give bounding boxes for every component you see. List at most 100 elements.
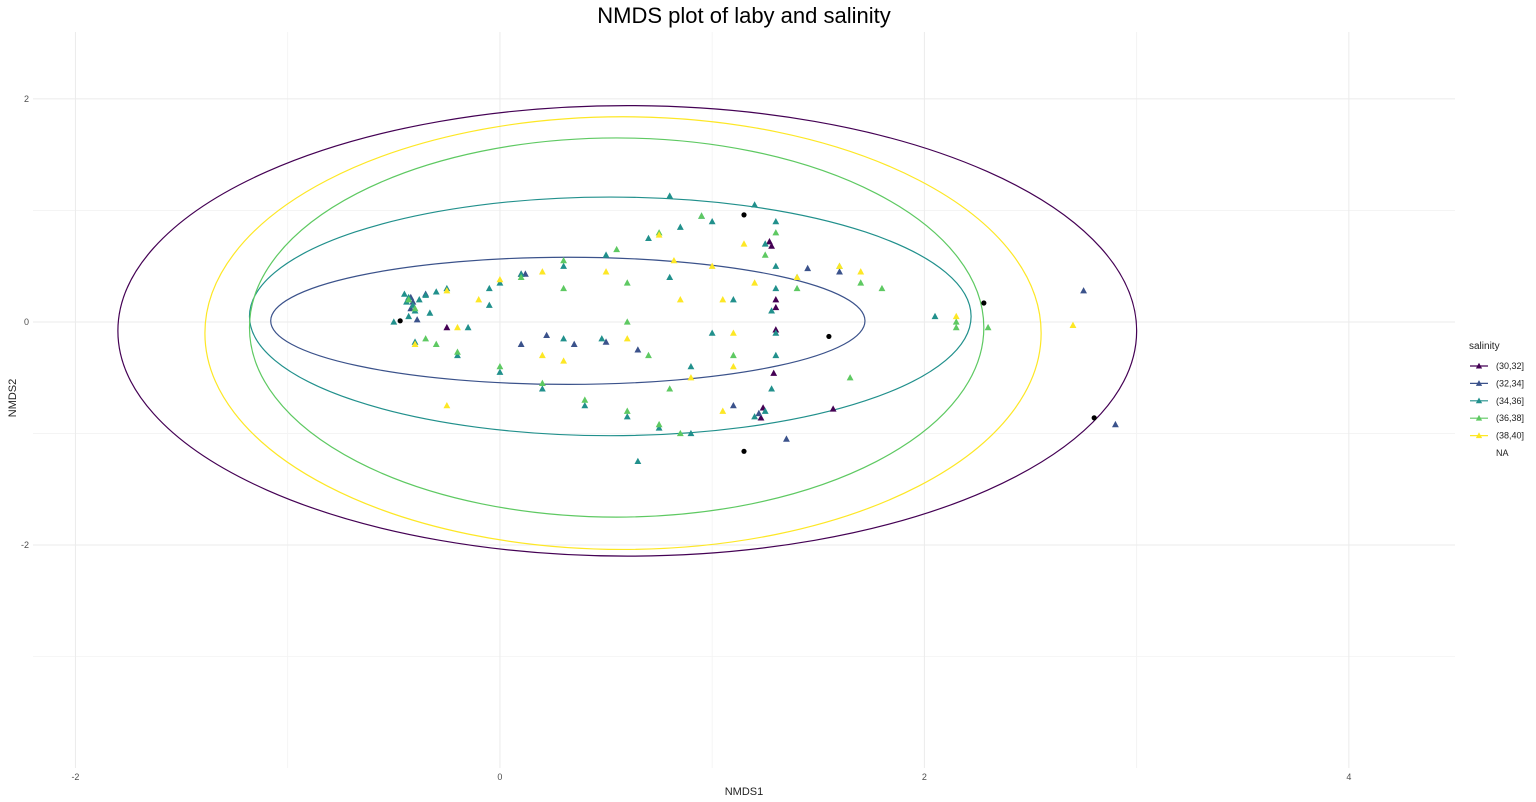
data-point <box>496 362 504 370</box>
y-tick-label: 2 <box>24 94 29 104</box>
data-point <box>757 414 765 421</box>
legend-key-marker <box>1475 380 1483 386</box>
data-point <box>857 279 865 286</box>
data-point <box>826 333 832 340</box>
data-point <box>454 351 461 359</box>
data-point <box>857 268 865 275</box>
data-point <box>598 335 606 342</box>
x-axis-label: NMDS1 <box>725 786 764 798</box>
ellipses <box>117 104 1138 557</box>
data-point <box>793 284 801 292</box>
data-point <box>411 340 419 347</box>
data-point <box>772 229 780 236</box>
data-point <box>719 407 727 414</box>
data-point <box>560 284 568 292</box>
data-point <box>761 407 769 414</box>
data-point <box>708 262 716 269</box>
data-point <box>772 303 780 311</box>
data-point <box>443 323 451 331</box>
data-point <box>751 413 759 420</box>
legend-label: (36,38] <box>1496 413 1524 423</box>
data-point <box>543 331 551 339</box>
data-point <box>602 338 610 345</box>
legend-key-marker <box>1475 432 1483 439</box>
data-point <box>496 275 504 283</box>
data-point <box>829 405 837 412</box>
data-point <box>570 340 578 347</box>
data-point <box>687 362 695 370</box>
data-point <box>538 268 546 275</box>
data-point <box>560 262 568 269</box>
data-point <box>443 401 451 409</box>
y-tick-label: -2 <box>21 540 29 550</box>
data-point <box>952 323 960 331</box>
data-point <box>454 323 461 331</box>
points <box>390 192 1119 465</box>
data-point <box>560 335 568 342</box>
data-point <box>772 326 780 333</box>
data-point <box>666 273 674 281</box>
ellipse-(34,36] <box>248 196 972 437</box>
data-point <box>666 192 674 199</box>
data-point <box>645 351 652 359</box>
legend-label: (34,36] <box>1496 396 1524 406</box>
data-point <box>485 301 493 308</box>
ellipse-(38,40] <box>204 116 1042 551</box>
data-point <box>846 374 854 381</box>
data-point <box>581 401 589 409</box>
data-point <box>878 284 886 292</box>
data-point <box>496 279 504 286</box>
data-point <box>708 217 716 225</box>
data-point <box>772 329 780 336</box>
y-axis-label: NMDS2 <box>7 379 19 418</box>
data-point <box>655 231 663 238</box>
data-point <box>981 300 987 306</box>
ellipse-(36,38] <box>248 137 985 518</box>
legend-label: (32,34] <box>1496 378 1524 388</box>
data-point <box>426 309 434 316</box>
data-point <box>729 351 737 359</box>
grid <box>33 32 1455 768</box>
data-point <box>655 424 663 431</box>
legend: salinity (30,32] (32,34] (34,36] (36,38] (38… <box>1469 341 1524 458</box>
data-point <box>415 296 423 303</box>
x-tick-label: 0 <box>497 772 502 782</box>
data-point <box>645 234 652 242</box>
data-point <box>517 273 525 281</box>
data-point <box>485 284 493 292</box>
data-point <box>676 429 684 437</box>
y-tick-label: 0 <box>24 317 29 327</box>
data-point <box>475 296 483 303</box>
data-point <box>517 270 525 277</box>
data-point <box>1069 321 1077 328</box>
legend-key-marker <box>1475 362 1483 369</box>
data-point <box>666 385 674 392</box>
data-point <box>761 240 769 247</box>
data-point <box>741 212 747 218</box>
data-point <box>984 323 992 331</box>
legend-key-marker <box>1475 397 1483 404</box>
data-point <box>413 316 421 323</box>
data-point <box>655 420 663 428</box>
data-point <box>698 212 705 219</box>
data-point <box>422 291 430 298</box>
data-point <box>931 312 939 320</box>
data-point <box>741 448 747 454</box>
data-point <box>1111 420 1119 428</box>
data-point <box>464 323 472 331</box>
data-point <box>836 262 843 269</box>
data-point <box>768 385 776 392</box>
data-point <box>634 457 642 465</box>
data-point <box>755 409 763 417</box>
legend-label: (30,32] <box>1496 361 1524 371</box>
data-point <box>581 396 589 403</box>
data-point <box>496 368 504 375</box>
data-point <box>708 329 716 336</box>
data-point <box>676 296 684 303</box>
x-tick-label: -2 <box>71 772 79 782</box>
data-point <box>602 251 610 258</box>
data-point <box>623 318 631 325</box>
data-point <box>400 290 408 297</box>
data-point <box>613 245 621 253</box>
